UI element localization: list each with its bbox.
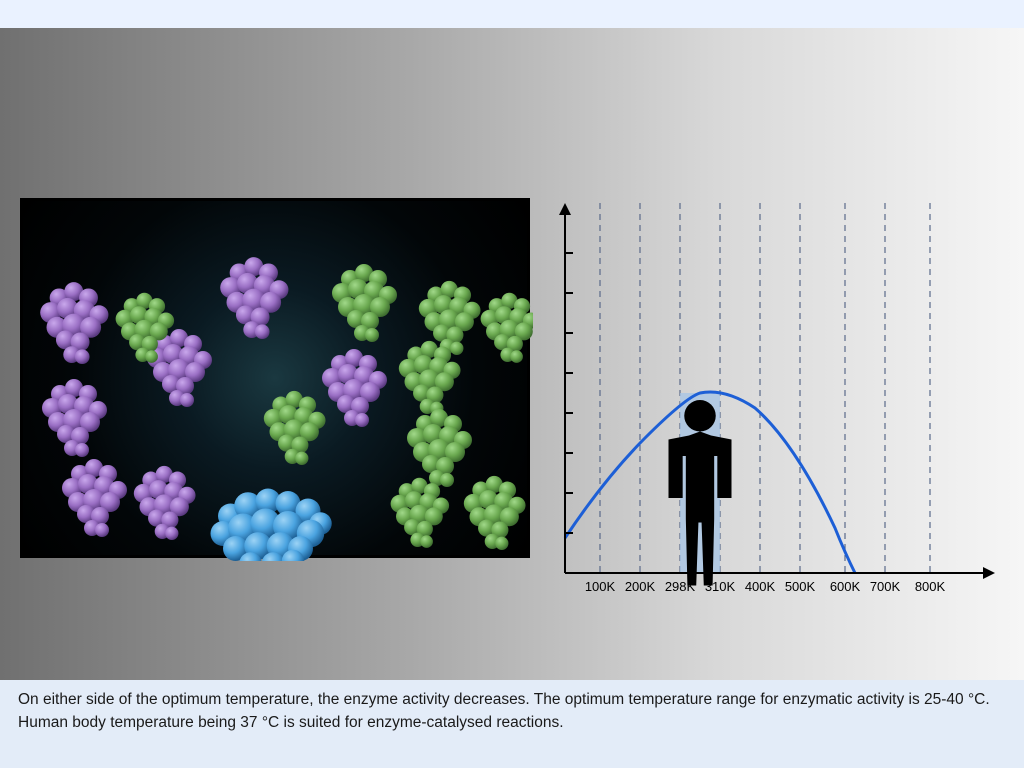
enzyme-svg <box>23 201 533 561</box>
svg-text:600K: 600K <box>830 579 861 594</box>
svg-text:400K: 400K <box>745 579 776 594</box>
protein-clusters <box>40 257 533 561</box>
svg-text:100K: 100K <box>585 579 616 594</box>
caption-band: On either side of the optimum temperatur… <box>0 680 1024 768</box>
svg-text:800K: 800K <box>915 579 946 594</box>
main-panel: 100K 200K 298K 310K 400K 500K 600K 700K 800K <box>0 28 1024 680</box>
chart-svg: 100K 200K 298K 310K 400K 500K 600K 700K 800K <box>545 198 1005 608</box>
svg-text:500K: 500K <box>785 579 816 594</box>
x-axis-labels: 100K 200K 298K 310K 400K 500K 600K 700K 800K <box>585 579 946 594</box>
svg-text:200K: 200K <box>625 579 656 594</box>
y-axis-ticks <box>565 253 573 533</box>
activity-chart: 100K 200K 298K 310K 400K 500K 600K 700K 800K <box>545 198 1005 608</box>
chart-gridlines <box>600 203 930 573</box>
top-band <box>0 0 1024 28</box>
svg-text:298K: 298K <box>665 579 696 594</box>
caption-text: On either side of the optimum temperatur… <box>18 691 990 731</box>
enzyme-illustration <box>20 198 530 558</box>
svg-text:310K: 310K <box>705 579 736 594</box>
svg-text:700K: 700K <box>870 579 901 594</box>
